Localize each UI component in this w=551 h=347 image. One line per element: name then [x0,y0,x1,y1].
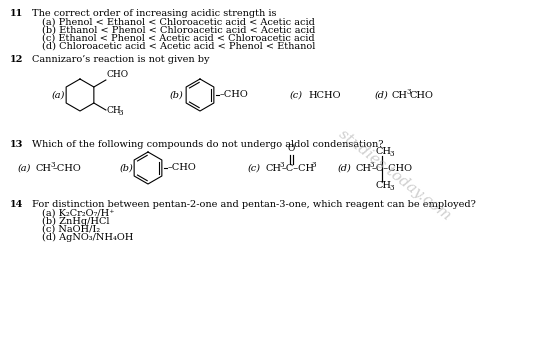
Text: The correct order of increasing acidic strength is: The correct order of increasing acidic s… [32,9,277,18]
Text: (c) NaOH/I₂: (c) NaOH/I₂ [42,225,100,234]
Text: CH: CH [107,105,122,115]
Text: (a): (a) [18,163,31,172]
Text: 3: 3 [119,109,123,117]
Text: CH: CH [265,163,281,172]
Text: 12: 12 [10,55,23,64]
Text: (a): (a) [52,91,66,100]
Text: (a) K₂Cr₂O₇/H⁺: (a) K₂Cr₂O₇/H⁺ [42,209,115,218]
Text: CH: CH [375,180,391,189]
Text: (a) Phenol < Ethanol < Chloroacetic acid < Acetic acid: (a) Phenol < Ethanol < Chloroacetic acid… [42,18,315,27]
Text: (b): (b) [170,91,183,100]
Text: 3: 3 [279,161,284,169]
Text: CH: CH [392,91,408,100]
Text: (d) AgNO₃/NH₄OH: (d) AgNO₃/NH₄OH [42,233,133,242]
Text: (d): (d) [338,163,352,172]
Text: 11: 11 [10,9,23,18]
Text: (b) ZnHg/HCl: (b) ZnHg/HCl [42,217,110,226]
Text: CHO: CHO [410,91,434,100]
Text: –C–CHO: –C–CHO [372,163,413,172]
Text: (d) Chloroacetic acid < Acetic acid < Phenol < Ethanol: (d) Chloroacetic acid < Acetic acid < Ph… [42,42,315,51]
Text: Which of the following compounds do not undergo aldol condensation?: Which of the following compounds do not … [32,140,383,149]
Text: 3: 3 [50,161,55,169]
Text: O: O [287,144,295,153]
Text: 3: 3 [406,88,410,96]
Text: CH: CH [375,146,391,155]
Text: –CHO: –CHO [53,163,82,172]
Text: 3: 3 [369,161,374,169]
Text: (d): (d) [375,91,389,100]
Text: CH: CH [36,163,52,172]
Text: (b): (b) [120,163,134,172]
Text: 3: 3 [389,150,393,158]
Text: –C–CH: –C–CH [282,163,315,172]
Text: –CHO: –CHO [168,163,197,172]
Text: –CHO: –CHO [220,90,249,99]
Text: 3: 3 [389,184,393,192]
Text: HCHO: HCHO [308,91,341,100]
Text: 13: 13 [10,140,23,149]
Text: studies today.com: studies today.com [336,127,453,223]
Text: (c) Ethanol < Phenol < Acetic acid < Chloroacetic acid: (c) Ethanol < Phenol < Acetic acid < Chl… [42,34,315,43]
Text: For distinction between pentan-2-one and pentan-3-one, which reagent can be empl: For distinction between pentan-2-one and… [32,200,476,209]
Text: CH: CH [355,163,371,172]
Text: Cannizaro’s reaction is not given by: Cannizaro’s reaction is not given by [32,55,209,64]
Text: 14: 14 [10,200,23,209]
Text: 3: 3 [311,161,316,169]
Text: (b) Ethanol < Phenol < Chloroacetic acid < Acetic acid: (b) Ethanol < Phenol < Chloroacetic acid… [42,26,315,35]
Text: CHO: CHO [107,70,129,79]
Text: (c): (c) [248,163,261,172]
Text: (c): (c) [290,91,303,100]
